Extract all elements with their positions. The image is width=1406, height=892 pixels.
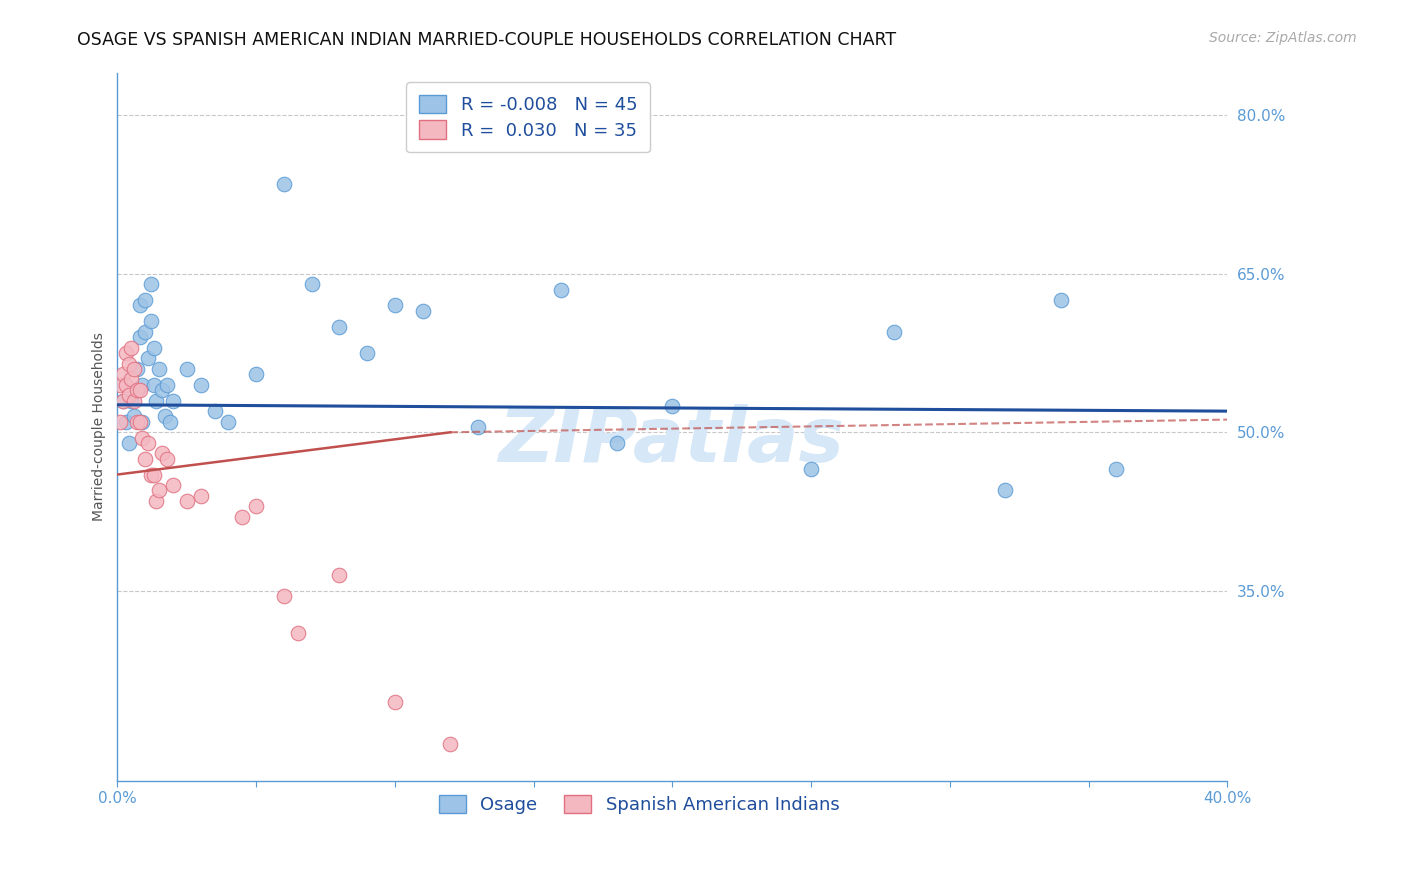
Point	[120, 393, 142, 408]
Point	[204, 404, 226, 418]
Point	[128, 298, 150, 312]
Point	[125, 383, 148, 397]
Point	[159, 415, 181, 429]
Point	[384, 298, 406, 312]
Point	[134, 325, 156, 339]
Point	[661, 399, 683, 413]
Point	[114, 377, 136, 392]
Point	[148, 483, 170, 498]
Point	[142, 341, 165, 355]
Point	[384, 695, 406, 709]
Point	[117, 357, 139, 371]
Point	[1050, 293, 1073, 308]
Point	[125, 383, 148, 397]
Point	[467, 420, 489, 434]
Legend: Osage, Spanish American Indians: Osage, Spanish American Indians	[427, 784, 851, 825]
Point	[128, 415, 150, 429]
Point	[153, 409, 176, 424]
Point	[131, 431, 153, 445]
Text: ZIPatlas: ZIPatlas	[499, 404, 845, 478]
Point	[1105, 462, 1128, 476]
Point	[128, 330, 150, 344]
Point	[287, 626, 309, 640]
Point	[148, 362, 170, 376]
Point	[142, 467, 165, 482]
Point	[162, 478, 184, 492]
Point	[273, 177, 295, 191]
Point	[550, 283, 572, 297]
Point	[190, 377, 212, 392]
Point	[125, 415, 148, 429]
Point	[111, 393, 134, 408]
Text: OSAGE VS SPANISH AMERICAN INDIAN MARRIED-COUPLE HOUSEHOLDS CORRELATION CHART: OSAGE VS SPANISH AMERICAN INDIAN MARRIED…	[77, 31, 897, 49]
Point	[273, 589, 295, 603]
Point	[131, 377, 153, 392]
Point	[217, 415, 239, 429]
Point	[139, 467, 162, 482]
Point	[800, 462, 823, 476]
Point	[145, 494, 167, 508]
Point	[301, 277, 323, 292]
Point	[120, 341, 142, 355]
Point	[156, 377, 179, 392]
Point	[162, 393, 184, 408]
Point	[231, 509, 253, 524]
Point	[245, 367, 267, 381]
Point	[117, 435, 139, 450]
Point	[139, 277, 162, 292]
Point	[122, 409, 145, 424]
Point	[117, 388, 139, 402]
Point	[120, 372, 142, 386]
Point	[176, 362, 198, 376]
Point	[111, 393, 134, 408]
Point	[110, 377, 132, 392]
Point	[136, 351, 159, 366]
Y-axis label: Married-couple Households: Married-couple Households	[93, 333, 107, 522]
Point	[245, 500, 267, 514]
Point	[145, 393, 167, 408]
Point	[994, 483, 1017, 498]
Point	[156, 451, 179, 466]
Text: Source: ZipAtlas.com: Source: ZipAtlas.com	[1209, 31, 1357, 45]
Point	[122, 393, 145, 408]
Point	[150, 383, 173, 397]
Point	[114, 415, 136, 429]
Point	[328, 319, 350, 334]
Point	[883, 325, 905, 339]
Point	[328, 568, 350, 582]
Point	[190, 489, 212, 503]
Point	[176, 494, 198, 508]
Point	[142, 377, 165, 392]
Point	[150, 446, 173, 460]
Point	[125, 362, 148, 376]
Point	[136, 435, 159, 450]
Point	[111, 367, 134, 381]
Point	[128, 383, 150, 397]
Point	[606, 435, 628, 450]
Point	[122, 362, 145, 376]
Point	[439, 737, 461, 751]
Point	[412, 303, 434, 318]
Point	[134, 451, 156, 466]
Point	[114, 346, 136, 360]
Point	[131, 415, 153, 429]
Point	[110, 415, 132, 429]
Point	[356, 346, 378, 360]
Point	[134, 293, 156, 308]
Point	[139, 314, 162, 328]
